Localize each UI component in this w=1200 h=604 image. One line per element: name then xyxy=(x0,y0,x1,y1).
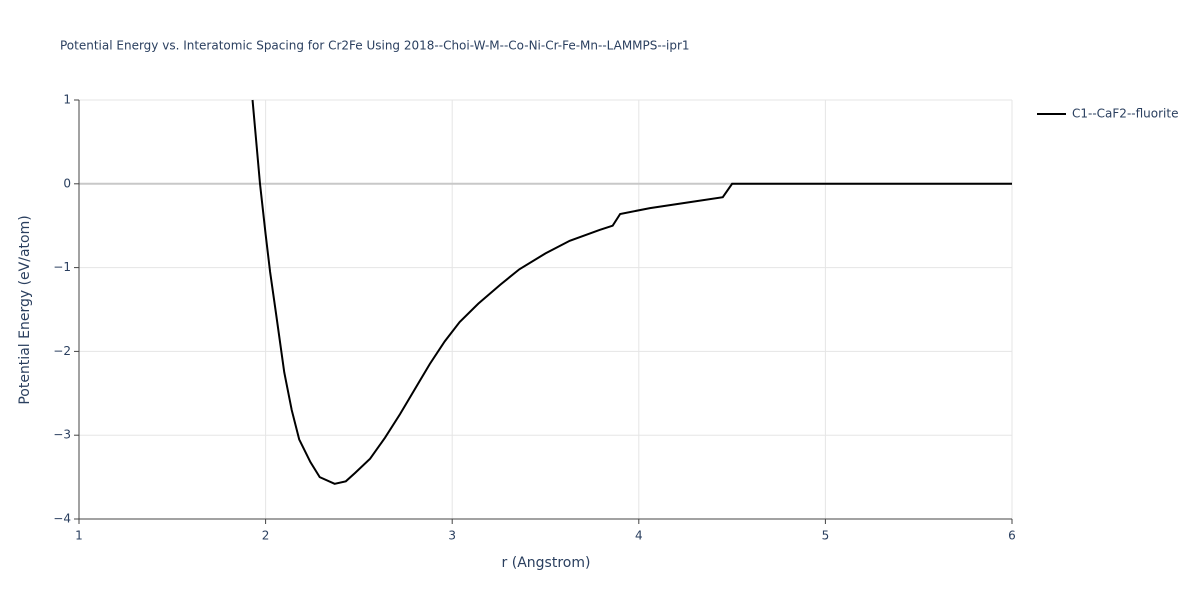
y-tick-label: 0 xyxy=(63,176,71,190)
y-axis-title: Potential Energy (eV/atom) xyxy=(17,215,33,404)
x-tick-label: 5 xyxy=(822,529,830,543)
x-tick-label: 3 xyxy=(448,529,456,543)
y-tick-label: 1 xyxy=(63,93,71,107)
legend-label: C1--CaF2--fluorite xyxy=(1072,107,1178,121)
x-tick-label: 6 xyxy=(1008,529,1016,543)
y-tick-label: −3 xyxy=(53,428,71,442)
line-series xyxy=(251,99,1012,485)
chart-title: Potential Energy vs. Interatomic Spacing… xyxy=(60,39,690,53)
x-tick-label: 2 xyxy=(262,529,270,543)
x-tick-label: 4 xyxy=(635,529,643,543)
y-tick-label: −1 xyxy=(53,260,71,274)
x-tick-label: 1 xyxy=(75,529,83,543)
y-tick-label: −2 xyxy=(53,344,71,358)
y-tick-label: −4 xyxy=(53,512,71,526)
x-axis-title: r (Angstrom) xyxy=(502,555,591,571)
